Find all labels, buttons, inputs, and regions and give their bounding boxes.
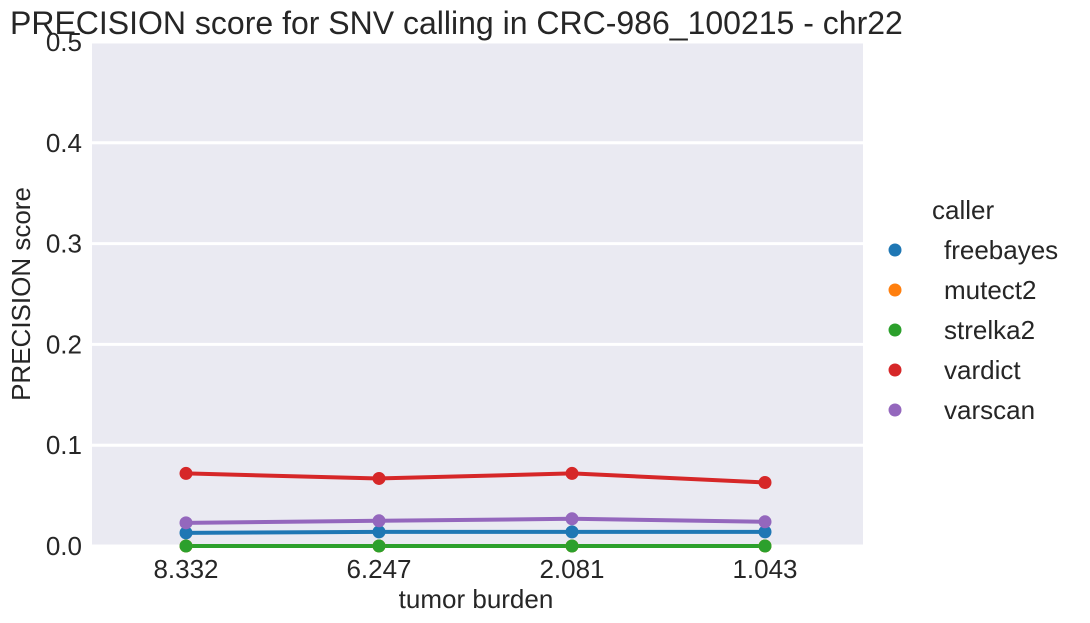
y-tick-label: 0.4: [46, 128, 82, 158]
y-tick-label: 0.2: [46, 329, 82, 359]
series-line-varscan: [185, 516, 766, 525]
data-point-vardict: [758, 475, 772, 489]
data-point-freebayes: [179, 526, 193, 540]
legend-item-vardict: vardict: [888, 355, 1021, 385]
legend-marker-mutect2: [888, 283, 902, 297]
data-point-freebayes: [372, 525, 386, 539]
legend-label-varscan: varscan: [944, 395, 1035, 425]
y-tick-label: 0.5: [46, 27, 82, 57]
legend-marker-varscan: [888, 403, 902, 417]
legend-label-strelka2: strelka2: [944, 315, 1035, 345]
x-tick-label: 6.247: [346, 554, 411, 584]
y-tick-label: 0.0: [46, 531, 82, 561]
legend-marker-freebayes: [888, 243, 902, 257]
y-tick-label: 0.1: [46, 430, 82, 460]
data-point-varscan: [179, 516, 193, 530]
legend-marker-strelka2: [888, 323, 902, 337]
data-point-strelka2: [179, 539, 193, 553]
chart-title: PRECISION score for SNV calling in CRC-9…: [10, 5, 903, 41]
legend-title: caller: [932, 195, 994, 225]
x-tick-label: 8.332: [153, 554, 218, 584]
data-point-freebayes: [565, 525, 579, 539]
data-point-vardict: [179, 466, 193, 480]
legend-label-freebayes: freebayes: [944, 235, 1058, 265]
data-point-strelka2: [758, 539, 772, 553]
legend: caller freebayes mutect2 strelka2 vardict va…: [888, 195, 1058, 425]
y-axis-label: PRECISION score: [6, 187, 36, 401]
data-point-varscan: [372, 514, 386, 528]
series-line-freebayes: [185, 529, 765, 535]
legend-label-vardict: vardict: [944, 355, 1021, 385]
series-line-vardict: [185, 471, 766, 485]
x-axis-label: tumor burden: [399, 584, 554, 614]
data-point-vardict: [565, 466, 579, 480]
data-point-varscan: [565, 512, 579, 526]
data-point-strelka2: [565, 539, 579, 553]
plot-area: [92, 42, 863, 546]
legend-label-mutect2: mutect2: [944, 275, 1037, 305]
data-point-vardict: [372, 471, 386, 485]
x-tick-label: 2.081: [539, 554, 604, 584]
series-lines: [185, 471, 766, 548]
legend-item-strelka2: strelka2: [888, 315, 1035, 345]
x-axis-ticks: 8.332 6.247 2.081 1.043: [153, 554, 797, 584]
legend-marker-vardict: [888, 363, 902, 377]
data-point-varscan: [758, 515, 772, 529]
data-point-freebayes: [758, 525, 772, 539]
legend-item-mutect2: mutect2: [888, 275, 1037, 305]
y-axis-ticks: 0.0 0.1 0.2 0.3 0.4 0.5: [46, 27, 82, 561]
series-points: [179, 466, 772, 553]
y-tick-label: 0.3: [46, 229, 82, 259]
data-point-strelka2: [372, 539, 386, 553]
legend-item-freebayes: freebayes: [888, 235, 1058, 265]
x-tick-label: 1.043: [732, 554, 797, 584]
legend-item-varscan: varscan: [888, 395, 1035, 425]
